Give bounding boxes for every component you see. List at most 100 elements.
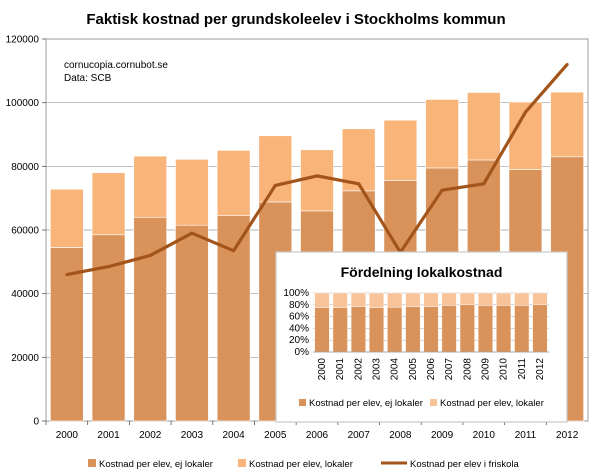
x-tick-label: 2003 [181,430,204,441]
inset-bar-lokaler-2003 [369,292,384,308]
source-note-line-1: cornucopia.cornubot.se [64,60,168,71]
y-tick-label: 80000 [11,162,39,173]
x-tick-label: 2002 [139,430,162,441]
inset-x-tick-label: 2008 [462,358,473,381]
friskola-point-2007 [357,182,361,186]
bar-lokaler-2002 [133,155,167,218]
inset-title: Fördelning lokalkostnad [341,264,503,280]
inset-x-tick-label: 2001 [335,358,346,381]
inset-bar-ej-lokaler-2002 [350,306,366,353]
friskola-point-2010 [482,182,486,186]
x-tick-label: 2005 [264,430,287,441]
x-tick-label: 2006 [306,430,329,441]
inset-bar-lokaler-2002 [350,292,366,307]
inset-x-tick-label: 2009 [480,358,491,381]
inset-bar-ej-lokaler-2005 [405,306,421,353]
legend-label-friskola: Kostnad per elev i friskola [410,459,519,470]
y-tick-label: 120000 [6,35,40,46]
legend-label-lokaler: Kostnad per elev, lokaler [249,459,353,470]
bar-lokaler-2009 [425,99,459,169]
y-tick-label: 60000 [11,226,39,237]
x-tick-label: 2000 [56,430,79,441]
inset-legend-label-ej-lokaler: Kostnad per elev, ej lokaler [309,398,423,409]
inset-bar-lokaler-2005 [405,292,421,307]
inset-bar-lokaler-2001 [332,292,348,308]
bar-lokaler-2000 [50,188,84,248]
friskola-point-2012 [565,62,569,66]
legend-swatch-lokaler [238,459,246,467]
inset-bar-lokaler-2012 [532,292,548,306]
inset-bar-ej-lokaler-2008 [459,304,475,353]
bar-lokaler-2003 [175,159,209,226]
friskola-point-2011 [523,110,527,114]
inset-bar-lokaler-2004 [387,292,403,308]
inset-x-tick-label: 2002 [353,358,364,381]
bar-ej-lokaler-2003 [175,224,209,422]
inset-bar-ej-lokaler-2001 [332,307,348,353]
y-tick-label: 20000 [11,353,39,364]
y-tick-label: 100000 [6,98,40,109]
inset-bar-ej-lokaler-2009 [478,305,493,353]
inset-y-tick-label: 40% [289,323,309,334]
inset-x-tick-label: 2004 [390,358,401,381]
friskola-point-2005 [273,183,277,187]
bar-lokaler-2004 [216,150,251,216]
bar-lokaler-2005 [258,135,293,203]
inset-bar-ej-lokaler-2010 [496,305,512,353]
y-tick-label: 0 [33,417,39,428]
inset-y-tick-label: 80% [289,300,309,311]
x-tick-label: 2007 [348,430,371,441]
inset-bar-lokaler-2010 [496,292,512,306]
x-tick-label: 2004 [222,430,245,441]
inset-bar-lokaler-2011 [514,292,530,306]
inset-x-tick-label: 2005 [408,358,419,381]
inset-legend-swatch-ej-lokaler [299,399,306,406]
inset-bar-lokaler-2000 [314,292,330,308]
friskola-point-2003 [190,231,194,235]
legend-swatch-ej-lokaler [88,459,96,467]
friskola-point-2000 [65,273,69,277]
inset-x-tick-label: 2007 [444,358,455,381]
x-tick-label: 2008 [389,430,412,441]
friskola-point-2002 [148,253,152,257]
bar-lokaler-2010 [467,92,501,161]
inset-bar-lokaler-2009 [478,292,493,306]
inset-y-tick-label: 20% [289,335,309,346]
friskola-point-2001 [107,265,111,269]
inset-bar-ej-lokaler-2003 [369,307,384,353]
inset-bar-ej-lokaler-2011 [514,305,530,353]
inset-x-tick-label: 2011 [517,358,528,380]
inset-x-tick-label: 2000 [317,358,328,381]
bar-lokaler-2001 [91,172,126,236]
friskola-point-2006 [315,174,319,178]
source-note-line-2: Data: SCB [64,73,112,84]
inset-bar-ej-lokaler-2012 [532,304,548,353]
inset-bar-lokaler-2006 [423,292,439,307]
inset-bar-ej-lokaler-2007 [441,305,457,353]
inset-bar-lokaler-2007 [441,292,457,306]
y-tick-label: 40000 [11,289,39,300]
bar-lokaler-2012 [550,91,584,158]
inset-x-tick-label: 2010 [499,358,510,381]
x-tick-label: 2011 [515,430,537,441]
inset-legend-swatch-lokaler [430,399,437,406]
x-tick-label: 2009 [431,430,454,441]
x-tick-label: 2012 [556,430,579,441]
inset-bar-ej-lokaler-2004 [387,306,403,353]
inset-x-tick-label: 2003 [372,358,383,381]
main-legend: Kostnad per elev, ej lokaler Kostnad per … [88,459,519,470]
inset-legend-label-lokaler: Kostnad per elev, lokaler [440,398,544,409]
inset-chart: Fördelning lokalkostnad 0%20%40%60%80%100… [275,251,568,423]
bar-lokaler-2008 [383,119,418,181]
inset-bar-lokaler-2008 [459,292,475,306]
inset-y-tick-label: 0% [295,347,310,358]
inset-x-tick-label: 2006 [426,358,437,381]
inset-x-tick-label: 2012 [535,358,546,381]
chart-title: Faktisk kostnad per grundskoleelev i Sto… [86,11,505,28]
inset-y-tick-label: 100% [283,288,309,299]
friskola-point-2009 [440,188,444,192]
friskola-point-2004 [232,249,236,253]
bar-lokaler-2006 [300,149,334,212]
inset-bar-ej-lokaler-2000 [314,307,330,353]
